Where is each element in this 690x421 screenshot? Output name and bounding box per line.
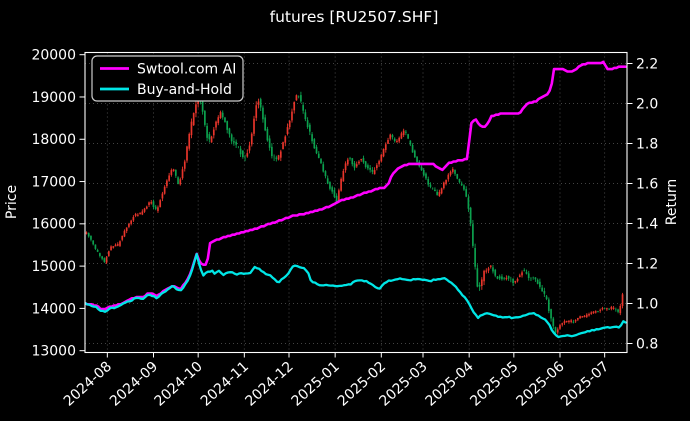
return-axis-label: Return	[664, 179, 680, 225]
return-tick-label: 1.2	[636, 256, 658, 272]
date-tick-label: 2025-07	[558, 359, 612, 410]
date-tick-label: 2025-05	[467, 359, 521, 410]
price-tick-label: 15000	[31, 259, 76, 275]
axes-ticks-and-labels: 13000 14000 15000 16000 17000 18000 19000 20000…	[31, 48, 658, 410]
price-tick-label: 14000	[31, 301, 76, 317]
date-tick-label: 2025-06	[513, 359, 567, 410]
date-tick-label: 2025-01	[289, 359, 343, 410]
strategy-return-lines	[85, 60, 627, 339]
date-tick-label: 2024-10	[152, 359, 206, 410]
return-tick-label: 2.0	[636, 96, 658, 112]
date-tick-label: 2024-11	[198, 359, 252, 410]
price-tick-label: 18000	[31, 132, 76, 148]
plot-border	[84, 51, 628, 354]
legend-label-bh: Buy-and-Hold	[137, 82, 232, 98]
return-tick-label: 2.2	[636, 56, 658, 72]
date-tick-label: 2024-09	[107, 359, 161, 410]
legend: Swtool.com AI Buy-and-Hold	[91, 55, 244, 102]
return-tick-label: 0.8	[636, 336, 658, 352]
return-tick-label: 1.8	[636, 136, 658, 152]
return-tick-label: 1.4	[636, 216, 658, 232]
buy-and-hold-line	[85, 252, 627, 339]
price-tick-label: 20000	[31, 48, 76, 64]
legend-box	[91, 55, 244, 102]
date-tick-label: 2024-08	[61, 359, 115, 410]
chart-title: futures [RU2507.SHF]	[270, 8, 439, 26]
price-tick-label: 13000	[31, 344, 76, 360]
legend-label-ai: Swtool.com AI	[137, 62, 236, 78]
price-axis-label: Price	[4, 185, 20, 219]
price-tick-label: 17000	[31, 174, 76, 190]
return-tick-label: 1.0	[636, 296, 658, 312]
date-tick-label: 2025-04	[423, 359, 477, 410]
price-tick-label: 16000	[31, 217, 76, 233]
candlestick-series	[85, 91, 624, 336]
return-tick-label: 1.6	[636, 176, 658, 192]
price-tick-label: 19000	[31, 90, 76, 106]
date-tick-label: 2024-12	[242, 359, 296, 410]
